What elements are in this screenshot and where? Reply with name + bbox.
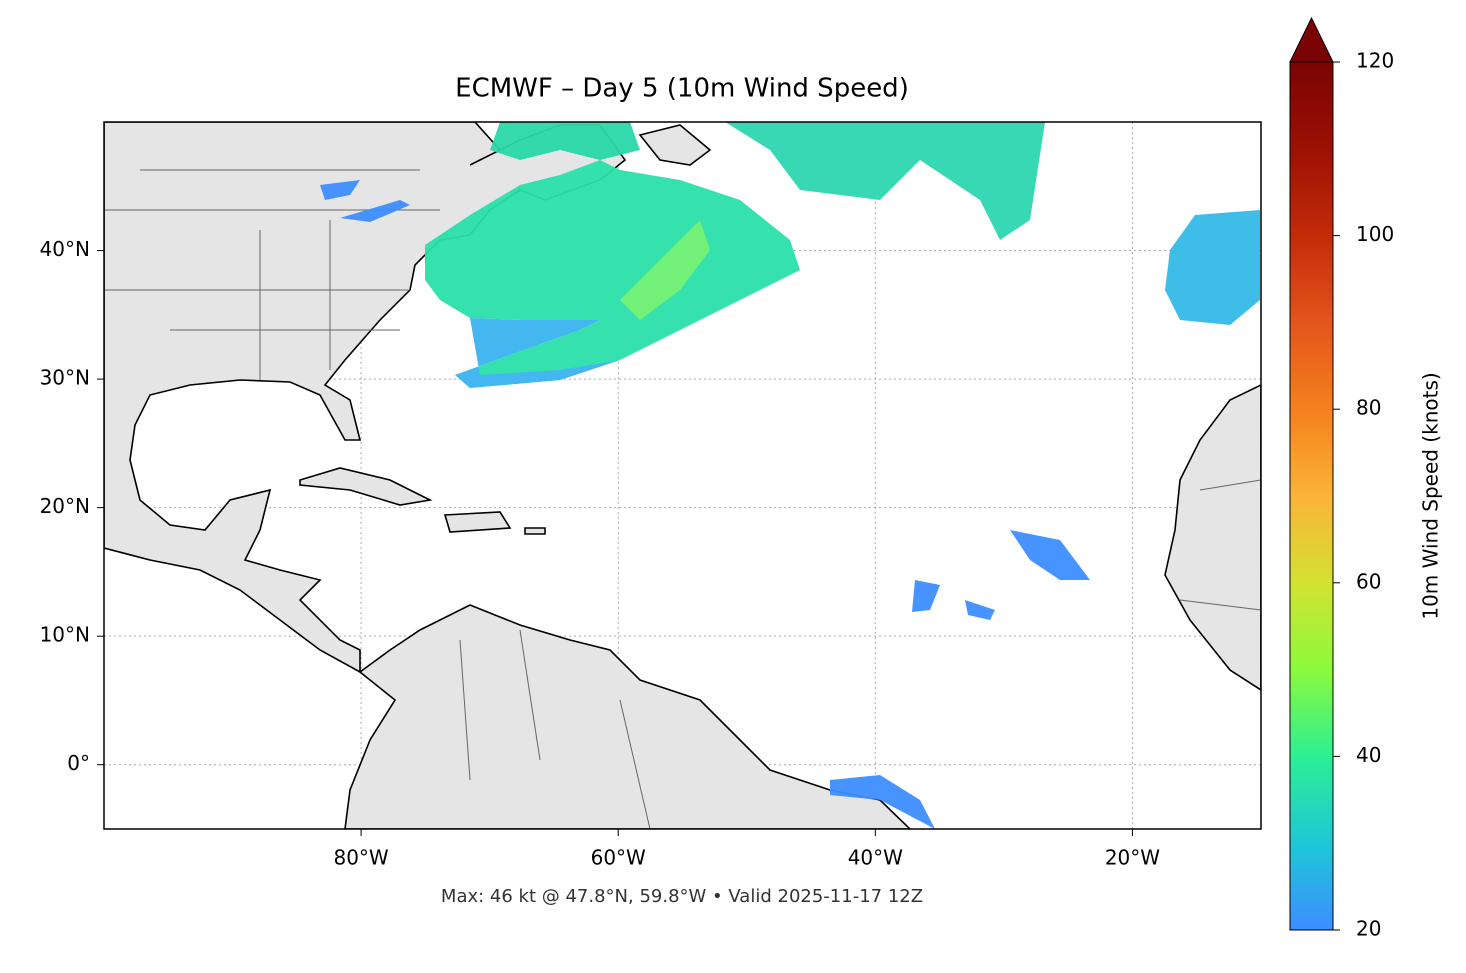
colorbar-tick-label: 60: [1356, 569, 1381, 593]
borders: [104, 169, 1261, 829]
colorbar-tick-label: 120: [1356, 49, 1394, 73]
plot-frame: [103, 121, 1262, 830]
newfoundland: [638, 124, 712, 166]
puerto-rico: [524, 527, 546, 535]
cuba: [299, 467, 433, 506]
footer: Max: 46 kt @ 47.8°N, 59.8°W • Valid 2025…: [441, 886, 923, 907]
x-tick-label: 80°W: [333, 846, 388, 870]
y-tick-label: 30°N: [40, 366, 90, 390]
y-tick-label: 0°: [67, 751, 90, 775]
south-america: [344, 604, 912, 829]
x-tick-label: 40°W: [848, 846, 903, 870]
y-tick-label: 40°N: [40, 237, 90, 261]
x-tick-label: 20°W: [1105, 846, 1160, 870]
chart-title: ECMWF – Day 5 (10m Wind Speed): [455, 74, 909, 104]
y-tick-label: 10°N: [40, 623, 90, 647]
colorbar-tick-label: 20: [1356, 917, 1381, 941]
colorbar-tick-label: 80: [1356, 396, 1381, 420]
wind-field: [320, 122, 1260, 829]
africa: [1164, 384, 1261, 691]
y-tick-label: 20°N: [40, 494, 90, 518]
colorbar: [1289, 61, 1334, 931]
colorbar-extend: [1289, 16, 1334, 63]
hispaniola: [443, 511, 512, 533]
x-tick-label: 60°W: [591, 846, 646, 870]
colorbar-label: 10m Wind Speed (knots): [1419, 372, 1443, 619]
colorbar-tick-label: 40: [1356, 743, 1381, 767]
colorbar-tick-label: 100: [1356, 222, 1394, 246]
map-layers: [104, 122, 1261, 829]
